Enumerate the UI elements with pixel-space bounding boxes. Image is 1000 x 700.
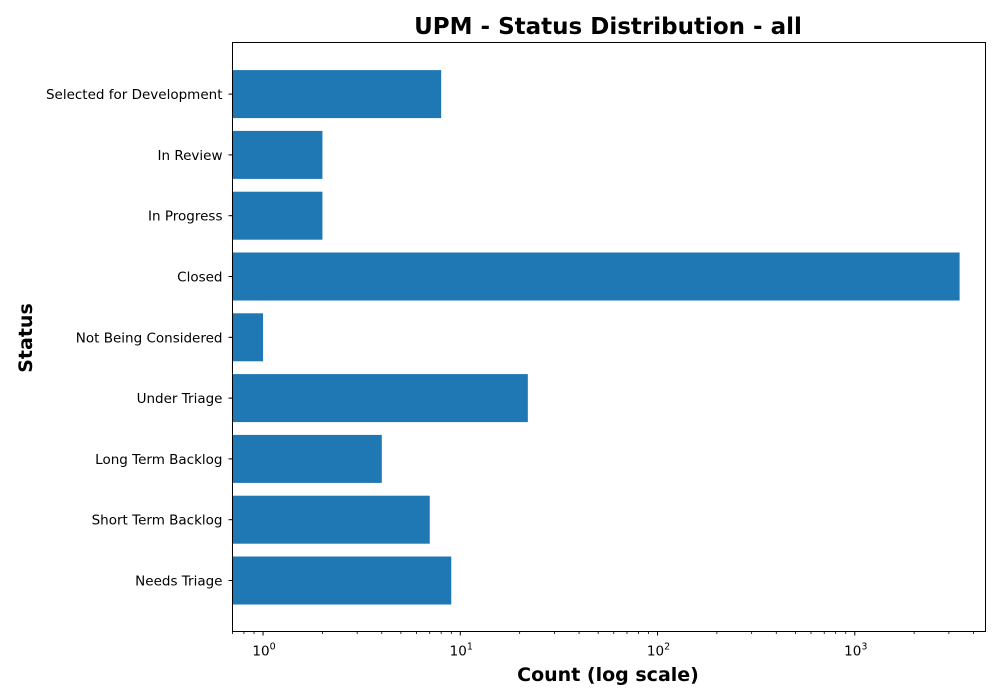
x-tick-label-10-0: 100	[252, 642, 275, 660]
y-axis-label: Status	[15, 303, 37, 373]
bar-under-triage	[232, 374, 528, 423]
bar-long-term-backlog	[232, 434, 382, 483]
x-axis-label: Count (log scale)	[517, 664, 699, 686]
y-tick-label-short-term-backlog: Short Term Backlog	[92, 513, 223, 529]
bar-not-being-considered	[232, 313, 264, 362]
y-tick-label-long-term-backlog: Long Term Backlog	[95, 452, 222, 468]
y-axis-ticks: Needs Triage Short Term Backlog Long Term …	[46, 87, 233, 590]
x-tick-label-10-3: 103	[844, 642, 867, 660]
y-tick-label-closed: Closed	[177, 270, 222, 286]
x-axis-ticks: 100 101 102 103	[232, 631, 974, 660]
bar-short-term-backlog	[232, 495, 430, 544]
y-tick-label-selected-for-development: Selected for Development	[46, 87, 223, 103]
y-tick-label-not-being-considered: Not Being Considered	[76, 330, 223, 346]
bar-in-progress	[232, 191, 323, 240]
bar-in-review	[232, 130, 323, 179]
bars-layer	[232, 70, 960, 605]
y-tick-label-under-triage: Under Triage	[137, 391, 223, 407]
y-tick-label-in-progress: In Progress	[148, 209, 222, 225]
y-tick-label-needs-triage: Needs Triage	[135, 574, 222, 590]
bar-needs-triage	[232, 556, 452, 605]
bar-closed	[232, 252, 960, 301]
bar-selected-for-development	[232, 70, 442, 119]
y-tick-label-in-review: In Review	[158, 148, 223, 164]
x-tick-label-10-2: 102	[647, 642, 670, 660]
chart-title: UPM - Status Distribution - all	[414, 14, 802, 40]
x-tick-label-10-1: 101	[450, 642, 473, 660]
